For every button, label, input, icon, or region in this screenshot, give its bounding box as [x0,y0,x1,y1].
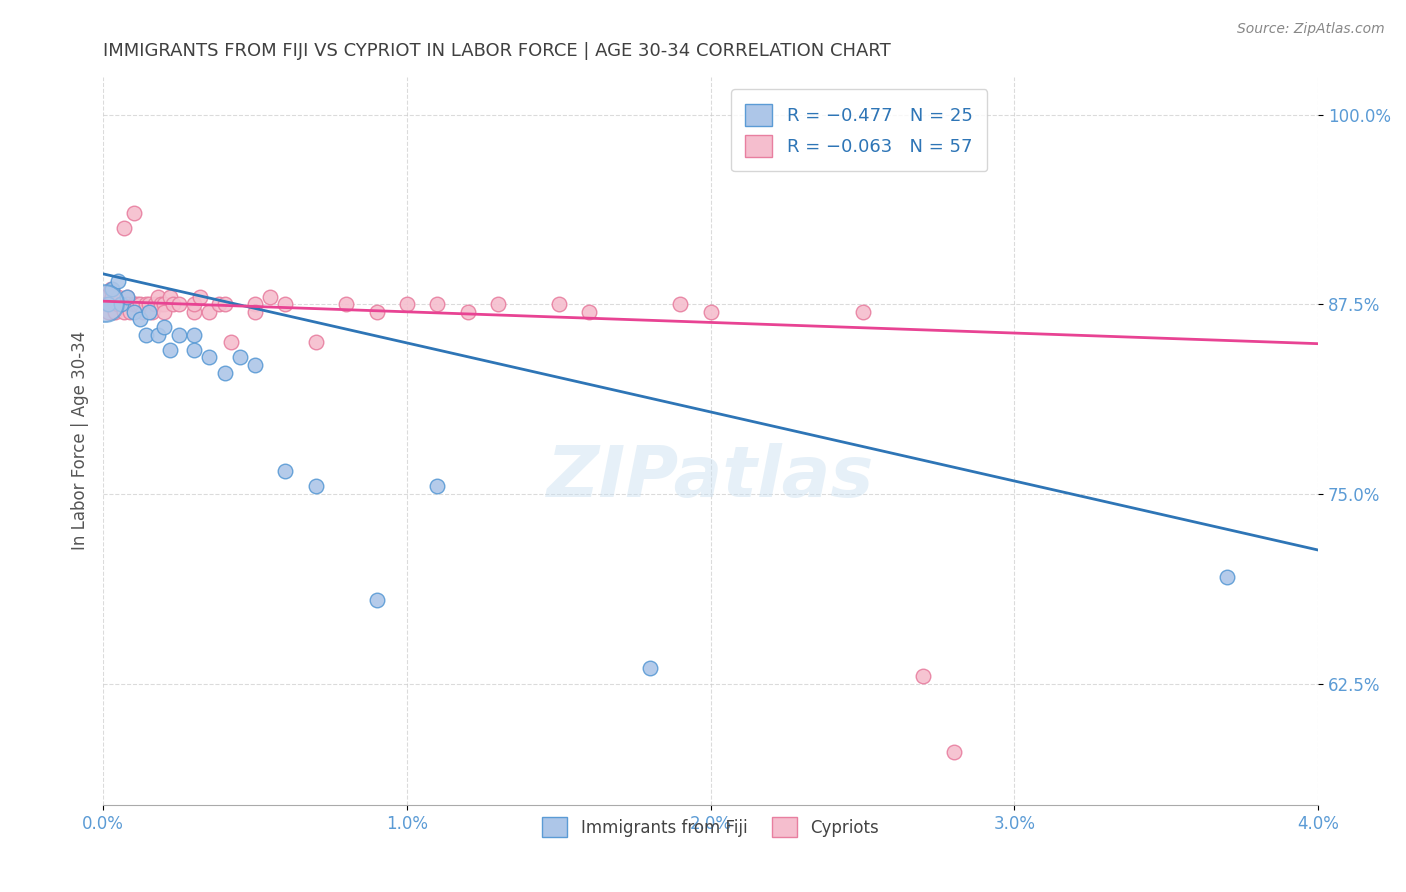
Point [188,290,211,304]
Point [547,297,569,311]
Point [207,297,229,311]
Point [214,366,236,380]
Legend: Immigrants from Fiji, Cypriots: Immigrants from Fiji, Cypriots [536,810,886,844]
Point [131,305,153,319]
Point [1216,570,1239,584]
Point [214,297,236,311]
Point [274,464,297,478]
Point [153,320,176,334]
Point [135,297,157,311]
Point [219,335,242,350]
Point [335,297,357,311]
Point [366,305,388,319]
Point [117,290,139,304]
Point [183,327,205,342]
Point [128,312,150,326]
Point [183,343,205,357]
Point [122,206,145,220]
Point [167,327,190,342]
Point [259,290,281,304]
Point [117,297,139,311]
Point [146,327,169,342]
Point [138,297,160,311]
Point [486,297,509,311]
Point [112,305,135,319]
Point [104,305,127,319]
Point [110,297,132,311]
Point [97,297,120,311]
Point [167,297,190,311]
Point [638,661,661,675]
Point [141,305,163,319]
Point [101,290,124,304]
Point [457,305,479,319]
Point [112,221,135,235]
Point [100,282,122,296]
Point [243,305,266,319]
Point [159,290,181,304]
Point [93,295,115,310]
Point [912,669,935,683]
Point [942,745,965,759]
Point [243,358,266,372]
Point [699,305,721,319]
Point [122,305,145,319]
Point [305,335,328,350]
Point [852,305,875,319]
Text: ZIPatlas: ZIPatlas [547,442,875,512]
Point [101,282,124,296]
Point [159,343,181,357]
Point [107,297,129,311]
Y-axis label: In Labor Force | Age 30-34: In Labor Force | Age 30-34 [72,331,89,550]
Point [198,351,221,365]
Point [229,351,252,365]
Text: IMMIGRANTS FROM FIJI VS CYPRIOT IN LABOR FORCE | AGE 30-34 CORRELATION CHART: IMMIGRANTS FROM FIJI VS CYPRIOT IN LABOR… [103,42,891,60]
Point [305,479,328,493]
Point [395,297,418,311]
Point [426,479,449,493]
Point [146,290,169,304]
Point [110,297,132,311]
Point [120,305,142,319]
Point [93,290,115,304]
Point [107,290,129,304]
Point [128,297,150,311]
Point [243,297,266,311]
Point [274,297,297,311]
Point [578,305,600,319]
Point [107,275,129,289]
Point [143,297,166,311]
Point [198,305,221,319]
Point [135,327,157,342]
Point [183,297,205,311]
Point [122,297,145,311]
Point [149,297,172,311]
Point [183,305,205,319]
Point [125,297,148,311]
Point [162,297,184,311]
Point [669,297,692,311]
Point [117,290,139,304]
Point [153,297,176,311]
Point [153,305,176,319]
Point [97,305,120,319]
Text: Source: ZipAtlas.com: Source: ZipAtlas.com [1237,22,1385,37]
Point [98,297,121,311]
Point [366,593,388,607]
Point [138,305,160,319]
Point [96,297,118,311]
Point [426,297,449,311]
Point [104,297,127,311]
